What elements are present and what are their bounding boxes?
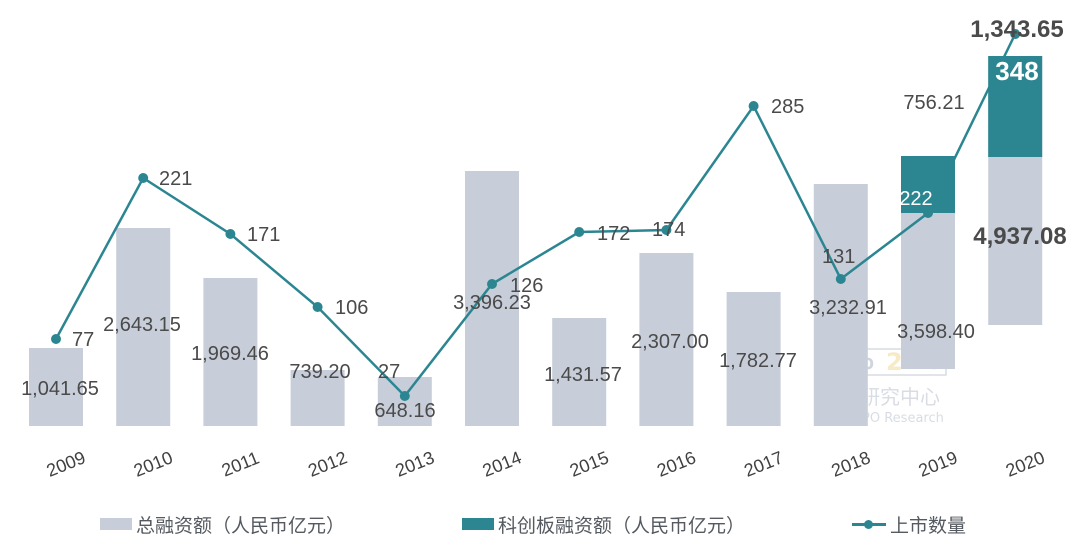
line-point-marker	[399, 391, 410, 401]
data-label: 1,969.46	[191, 343, 269, 365]
data-label: 4,937.08	[973, 223, 1066, 250]
data-label: 171	[247, 224, 280, 246]
bar-total	[726, 292, 781, 426]
data-label: 106	[335, 297, 368, 319]
line-point-marker	[225, 229, 236, 239]
legend-label-star: 科创板融资额（人民币亿元）	[498, 514, 746, 537]
line-point-marker	[51, 334, 61, 344]
data-label: 348	[995, 56, 1038, 86]
legend-swatch-total	[100, 518, 132, 530]
x-axis-labels: 2009 2010 2011 2012 2013 2014 2015 2016 2017 2018…	[44, 447, 1048, 481]
line-point-marker	[923, 208, 933, 218]
data-label: 2,643.15	[103, 314, 181, 336]
legend-label-count: 上市数量	[890, 514, 967, 537]
data-label: 221	[159, 168, 192, 190]
legend-item-star-market-financing[interactable]: 科创板融资额（人民币亿元）	[462, 510, 745, 538]
x-tick-label: 2013	[392, 447, 437, 481]
data-label: 174	[652, 219, 685, 241]
svg-text:2: 2	[886, 348, 903, 376]
x-tick-label: 2011	[219, 447, 262, 480]
bar-total	[290, 370, 345, 426]
line-point-marker	[661, 225, 672, 235]
data-label: 2,307.00	[631, 331, 709, 353]
line-point-marker	[312, 302, 323, 312]
data-label: 3,232.91	[809, 297, 887, 319]
bar-total	[813, 184, 868, 426]
data-label: 739.20	[289, 361, 350, 383]
data-label: 3,396.23	[453, 292, 531, 314]
x-tick-label: 2020	[1003, 447, 1048, 481]
line-point-marker	[574, 227, 585, 237]
data-label: 1,041.65	[21, 378, 99, 400]
data-label: 131	[822, 246, 855, 268]
x-tick-label: 2010	[131, 447, 176, 481]
bar-total	[552, 318, 607, 426]
legend-label-total: 总融资额（人民币亿元）	[136, 514, 346, 537]
data-label: 1,431.57	[544, 364, 622, 386]
bar-total	[465, 171, 519, 426]
line-point-marker	[487, 279, 497, 289]
data-label: 27	[378, 361, 400, 383]
x-tick-label: 2017	[741, 447, 786, 481]
legend-item-total-financing[interactable]: 总融资额（人民币亿元）	[100, 510, 345, 538]
data-label: 285	[771, 96, 804, 118]
data-labels: 1,041.65 2,643.15 1,969.46 739.20 648.16 3,39…	[21, 16, 1067, 422]
line-marker-icon	[852, 518, 886, 530]
bar-total	[29, 348, 83, 426]
x-tick-label: 2009	[44, 447, 89, 481]
bar-star-market	[901, 156, 955, 213]
line-point-marker	[1010, 29, 1021, 39]
data-label: 1,343.65	[970, 16, 1063, 43]
line-point-marker	[835, 274, 846, 284]
line-point-marker	[748, 101, 759, 111]
x-tick-label: 2018	[828, 447, 873, 481]
x-tick-label: 2012	[305, 447, 350, 481]
data-label: 1,782.77	[719, 350, 797, 372]
bar-total	[116, 228, 171, 426]
x-tick-label: 2014	[480, 447, 525, 481]
x-tick-label: 2015	[567, 447, 612, 481]
legend-swatch-star	[462, 518, 494, 530]
x-tick-label: 2019	[916, 447, 961, 481]
bar-series	[29, 56, 1043, 426]
bar-total	[203, 278, 258, 426]
line-point-marker	[138, 173, 149, 183]
data-label: 77	[72, 329, 94, 351]
bar-total	[377, 377, 432, 426]
line-listing-count	[54, 33, 1017, 398]
data-label: 222	[899, 188, 932, 210]
data-label: 648.16	[374, 400, 435, 422]
legend-item-listing-count[interactable]: 上市数量	[852, 510, 966, 538]
x-tick-label: 2016	[654, 447, 699, 481]
bar-total	[639, 253, 694, 426]
data-label: 756.21	[903, 92, 964, 114]
line-series	[51, 29, 1021, 401]
data-label: 172	[597, 223, 630, 245]
data-label: 3,598.40	[897, 321, 975, 343]
data-label: 126	[510, 275, 543, 297]
legend: 总融资额（人民币亿元） 科创板融资额（人民币亿元） 上市数量	[0, 510, 1080, 538]
